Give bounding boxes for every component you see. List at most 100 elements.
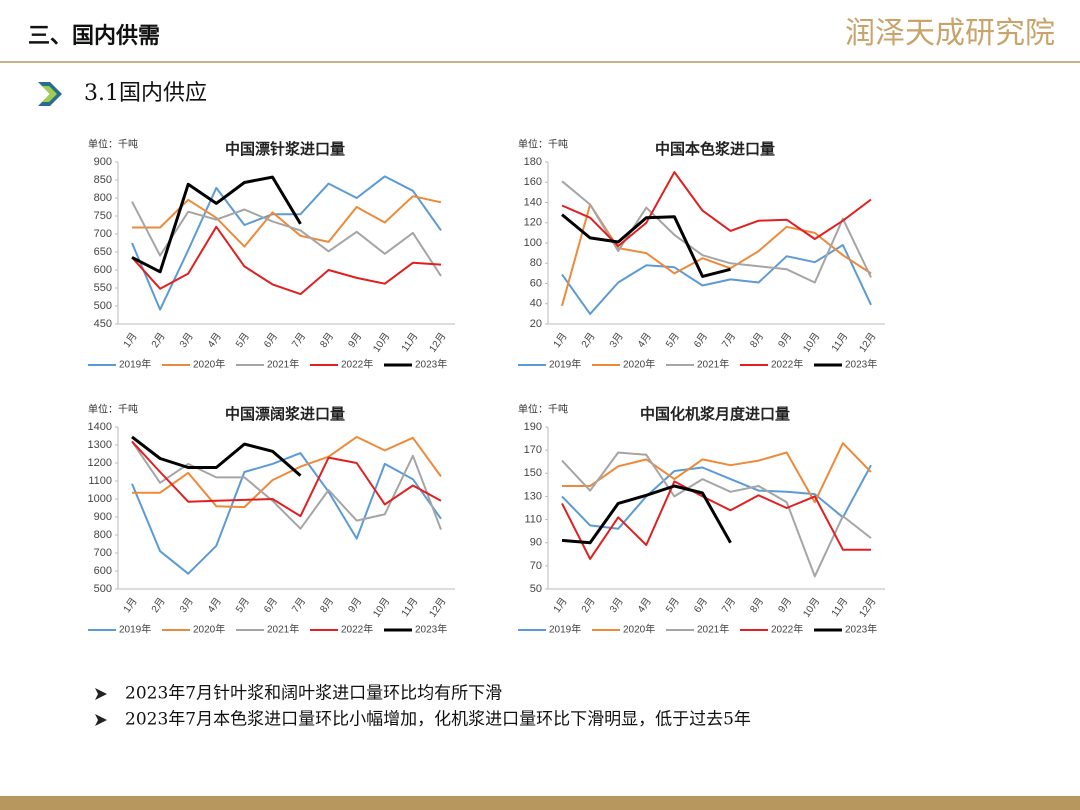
y-tick-label: 550 <box>94 282 112 294</box>
x-tick-label: 2月 <box>579 595 598 615</box>
series-line <box>562 442 872 504</box>
x-tick-label: 12月 <box>427 330 449 354</box>
x-tick-label: 12月 <box>857 330 879 354</box>
y-tick-label: 1400 <box>88 421 112 433</box>
x-tick-label: 8月 <box>747 595 766 615</box>
y-tick-label: 130 <box>524 490 542 502</box>
legend-label: 2021年 <box>697 358 729 371</box>
series-line <box>561 244 872 315</box>
legend-label: 2021年 <box>267 358 299 371</box>
y-tick-label: 700 <box>94 547 112 559</box>
legend-label: 2022年 <box>341 358 373 371</box>
legend-label: 2021年 <box>697 623 729 636</box>
x-tick-label: 2月 <box>579 330 598 350</box>
series-line <box>132 435 442 509</box>
x-tick-label: 3月 <box>607 595 626 615</box>
legend-label: 2021年 <box>267 623 299 636</box>
x-tick-label: 11月 <box>829 595 851 619</box>
x-tick-label: 9月 <box>346 595 365 615</box>
section-title: 三、国内供需 <box>28 23 160 49</box>
y-tick-label: 750 <box>94 210 112 222</box>
x-tick-label: 10月 <box>370 595 392 619</box>
y-tick-label: 60 <box>530 277 542 289</box>
y-tick-label: 70 <box>530 560 542 572</box>
y-tick-label: 700 <box>94 228 112 240</box>
y-tick-label: 120 <box>524 217 542 229</box>
y-tick-label: 80 <box>530 257 542 269</box>
x-tick-label: 10月 <box>370 330 392 354</box>
x-tick-label: 3月 <box>177 595 196 615</box>
x-tick-label: 5月 <box>233 330 252 350</box>
legend-label: 2022年 <box>771 358 803 371</box>
x-tick-label: 1月 <box>121 595 140 615</box>
x-tick-label: 7月 <box>289 595 308 615</box>
y-tick-label: 650 <box>94 246 112 258</box>
y-tick-label: 1200 <box>88 457 112 469</box>
x-tick-label: 6月 <box>691 330 710 350</box>
y-tick-label: 800 <box>94 192 112 204</box>
x-tick-label: 2月 <box>149 330 168 350</box>
x-tick-label: 7月 <box>289 330 308 350</box>
series-line <box>131 201 442 277</box>
y-axis-label: 单位：千吨 <box>88 138 138 151</box>
chart-title: 中国本色浆进口量 <box>655 140 775 158</box>
chevron-icon-inner <box>42 86 57 102</box>
x-tick-label: 1月 <box>551 330 570 350</box>
bullet: 2023年7月针叶浆和阔叶浆进口量环比均有所下滑 <box>125 684 502 704</box>
series-line <box>561 484 732 545</box>
y-tick-label: 170 <box>524 444 542 456</box>
x-tick-label: 9月 <box>776 330 795 350</box>
y-tick-label: 150 <box>524 467 542 479</box>
y-tick-label: 450 <box>94 318 112 330</box>
x-tick-label: 9月 <box>346 330 365 350</box>
x-tick-label: 8月 <box>747 330 766 350</box>
x-tick-label: 6月 <box>261 330 280 350</box>
series-line <box>131 440 442 530</box>
x-tick-label: 7月 <box>719 595 738 615</box>
y-tick-label: 180 <box>524 156 542 168</box>
x-tick-label: 9月 <box>776 595 795 615</box>
y-tick-label: 140 <box>524 196 542 208</box>
series-line <box>561 480 871 560</box>
y-tick-label: 600 <box>94 264 112 276</box>
series-line <box>131 225 442 296</box>
x-tick-label: 3月 <box>177 330 196 350</box>
legend-label: 2020年 <box>623 623 655 636</box>
x-tick-label: 12月 <box>427 595 449 619</box>
x-tick-label: 8月 <box>317 595 336 615</box>
series-line <box>131 175 442 311</box>
x-tick-label: 11月 <box>399 595 421 619</box>
header-rule <box>0 61 1080 63</box>
legend-label: 2020年 <box>193 358 225 371</box>
bullet: 2023年7月本色浆进口量环比小幅增加，化机浆进口量环比下滑明显，低于过去5年 <box>125 710 751 730</box>
y-tick-label: 800 <box>94 529 112 541</box>
x-tick-label: 2月 <box>149 595 168 615</box>
y-axis-label: 单位：千吨 <box>518 138 568 151</box>
series-line <box>131 175 302 274</box>
legend-label: 2019年 <box>549 358 581 371</box>
x-tick-label: 10月 <box>800 330 822 354</box>
chart: 单位：千吨 中国化机浆月度进口量 50 70 90 110 130 150 170 190 1月 2月… <box>518 403 885 636</box>
legend-label: 2019年 <box>119 358 151 371</box>
series-line <box>561 464 872 530</box>
chart-title: 中国漂阔浆进口量 <box>225 405 345 423</box>
x-tick-label: 3月 <box>607 330 626 350</box>
y-tick-label: 100 <box>524 237 542 249</box>
y-tick-label: 850 <box>94 174 112 186</box>
y-tick-label: 600 <box>94 565 112 577</box>
y-tick-label: 110 <box>524 513 542 525</box>
legend-label: 2020年 <box>193 623 225 636</box>
series-line <box>561 180 872 284</box>
y-tick-label: 900 <box>94 511 112 523</box>
x-tick-label: 6月 <box>261 595 280 615</box>
x-tick-label: 4月 <box>635 330 654 350</box>
series-line <box>561 451 872 578</box>
y-tick-label: 20 <box>530 318 542 330</box>
series-line <box>131 452 442 575</box>
series-line <box>561 171 872 247</box>
x-tick-label: 4月 <box>205 595 224 615</box>
y-tick-label: 1000 <box>88 493 112 505</box>
bullet-icon <box>95 714 107 726</box>
y-tick-label: 1100 <box>88 475 112 487</box>
x-tick-label: 10月 <box>800 595 822 619</box>
